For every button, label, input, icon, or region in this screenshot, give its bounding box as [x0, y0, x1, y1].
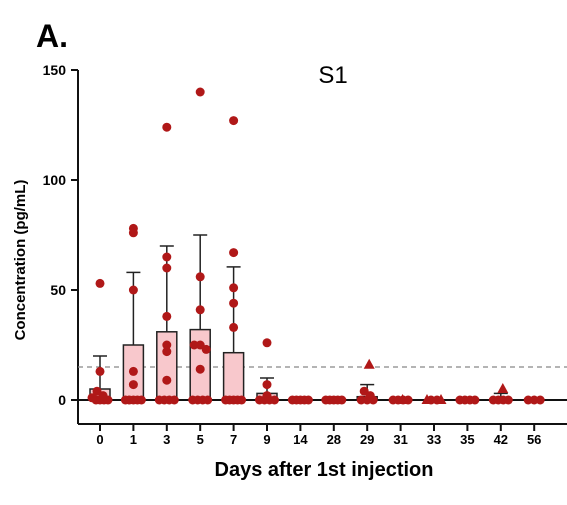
data-point-triangle: [435, 394, 447, 404]
x-tick-label: 7: [230, 432, 237, 447]
data-point: [169, 395, 179, 405]
data-point: [162, 375, 172, 385]
data-point: [162, 122, 172, 132]
x-tick-label: 1: [130, 432, 137, 447]
data-point: [136, 395, 146, 405]
data-point: [95, 278, 105, 288]
data-point: [229, 298, 239, 308]
x-tick-label: 29: [360, 432, 374, 447]
data-point-triangle: [497, 383, 509, 393]
data-point: [162, 263, 172, 273]
y-axis-label: Concentration (pg/mL): [12, 180, 29, 341]
data-point: [195, 272, 205, 282]
x-tick-label: 56: [527, 432, 541, 447]
data-point: [162, 252, 172, 262]
data-point: [195, 87, 205, 97]
x-tick-label: 42: [494, 432, 508, 447]
x-tick-label: 31: [393, 432, 407, 447]
data-point: [195, 364, 205, 374]
panel-label: A.: [36, 18, 68, 54]
data-point: [162, 311, 172, 321]
x-axis-label: Days after 1st injection: [215, 459, 434, 481]
y-tick-label: 50: [50, 282, 66, 298]
data-point: [229, 116, 239, 126]
x-tick-label: 9: [263, 432, 270, 447]
x-tick-label: 5: [197, 432, 204, 447]
data-point: [162, 340, 172, 350]
data-point: [365, 391, 375, 401]
y-tick-label: 0: [58, 392, 66, 408]
data-point: [195, 305, 205, 315]
data-point: [128, 285, 138, 295]
data-point: [503, 395, 513, 405]
x-tick-label: 28: [327, 432, 341, 447]
data-point: [237, 395, 247, 405]
data-point: [98, 391, 108, 401]
data-point: [470, 395, 480, 405]
data-point: [95, 366, 105, 376]
data-point: [128, 380, 138, 390]
y-tick-label: 150: [43, 62, 67, 78]
x-tick-label: 35: [460, 432, 474, 447]
data-point: [229, 248, 239, 258]
data-point: [201, 344, 211, 354]
data-point-triangle: [363, 358, 375, 369]
data-point: [270, 395, 279, 405]
data-point: [203, 395, 213, 405]
data-point: [262, 338, 272, 348]
data-point: [128, 366, 138, 376]
data-point: [128, 223, 138, 233]
data-point: [262, 391, 272, 401]
data-point-triangle: [397, 394, 409, 404]
data-point: [229, 283, 239, 293]
data-point: [337, 395, 347, 405]
x-tick-label: 33: [427, 432, 441, 447]
data-point: [262, 380, 272, 390]
bar: [222, 351, 245, 401]
x-tick-label: 3: [163, 432, 170, 447]
y-tick-label: 100: [43, 172, 67, 188]
data-point: [229, 322, 239, 332]
data-point: [303, 395, 313, 405]
x-tick-label: 14: [293, 432, 308, 447]
data-point: [162, 347, 172, 357]
data-point-triangle: [421, 394, 433, 404]
x-tick-label: 0: [96, 432, 103, 447]
data-point: [535, 395, 545, 405]
chart-title: S1: [318, 62, 347, 89]
